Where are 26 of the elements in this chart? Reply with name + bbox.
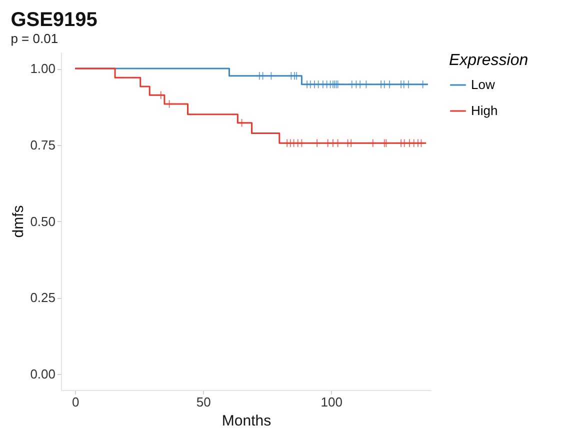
chart-title: GSE9195: [10, 9, 98, 31]
x-tick-label: 50: [196, 394, 211, 410]
legend-title: Expression: [449, 52, 528, 69]
point: [404, 80, 413, 89]
legend-label: High: [471, 103, 498, 118]
chart-subtitle: p = 0.01: [10, 31, 58, 46]
point: [292, 71, 301, 80]
point: [382, 138, 391, 148]
x-tick-label: 100: [320, 394, 342, 410]
y-tick-label: 0.00: [30, 366, 56, 382]
point: [362, 80, 371, 89]
point: [266, 71, 276, 80]
y-axis-title: dmfs: [10, 205, 28, 238]
point: [368, 138, 378, 148]
y-tick-label: 0.50: [30, 214, 56, 229]
x-tick-label: 0: [72, 394, 80, 410]
y-tick-label: 0.25: [30, 290, 56, 306]
point: [385, 80, 394, 89]
point: [333, 138, 342, 148]
point: [312, 138, 322, 148]
point: [356, 80, 364, 89]
legend-label: Low: [471, 77, 496, 92]
point: [380, 138, 389, 148]
x-axis-title: Months: [222, 412, 272, 430]
y-tick-label: 0.75: [30, 137, 56, 152]
y-tick-label: 1.00: [30, 61, 56, 76]
